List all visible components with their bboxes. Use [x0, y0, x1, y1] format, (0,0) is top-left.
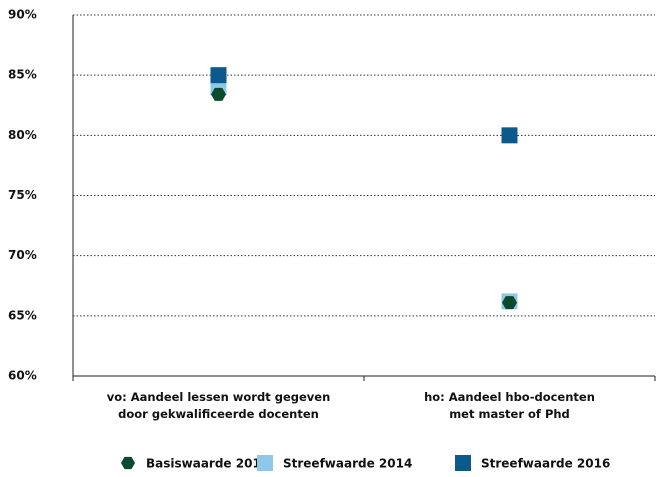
legend-label: Streefwaarde 2014	[283, 457, 412, 471]
square-marker	[210, 67, 227, 84]
y-tick-label: 80%	[8, 128, 37, 142]
legend-label: Streefwaarde 2016	[481, 457, 610, 471]
square-marker	[501, 127, 518, 144]
y-tick-label: 90%	[8, 8, 37, 22]
hexagon-marker	[502, 296, 517, 310]
y-tick-label: 75%	[8, 188, 37, 202]
x-tick-label: vo: Aandeel lessen wordt gegeven door ge…	[106, 390, 331, 421]
legend-marker	[257, 455, 273, 471]
y-tick-label: 70%	[8, 248, 37, 262]
y-tick-label: 60%	[8, 369, 37, 383]
x-tick-label: ho: Aandeel hbo-docenten met master of P…	[424, 390, 595, 421]
legend-marker	[121, 456, 135, 470]
legend-label: Basiswaarde 2011	[146, 457, 269, 471]
legend-marker	[455, 455, 471, 471]
y-tick-label: 85%	[8, 68, 37, 82]
y-tick-label: 65%	[8, 308, 37, 322]
hexagon-marker	[211, 87, 226, 101]
